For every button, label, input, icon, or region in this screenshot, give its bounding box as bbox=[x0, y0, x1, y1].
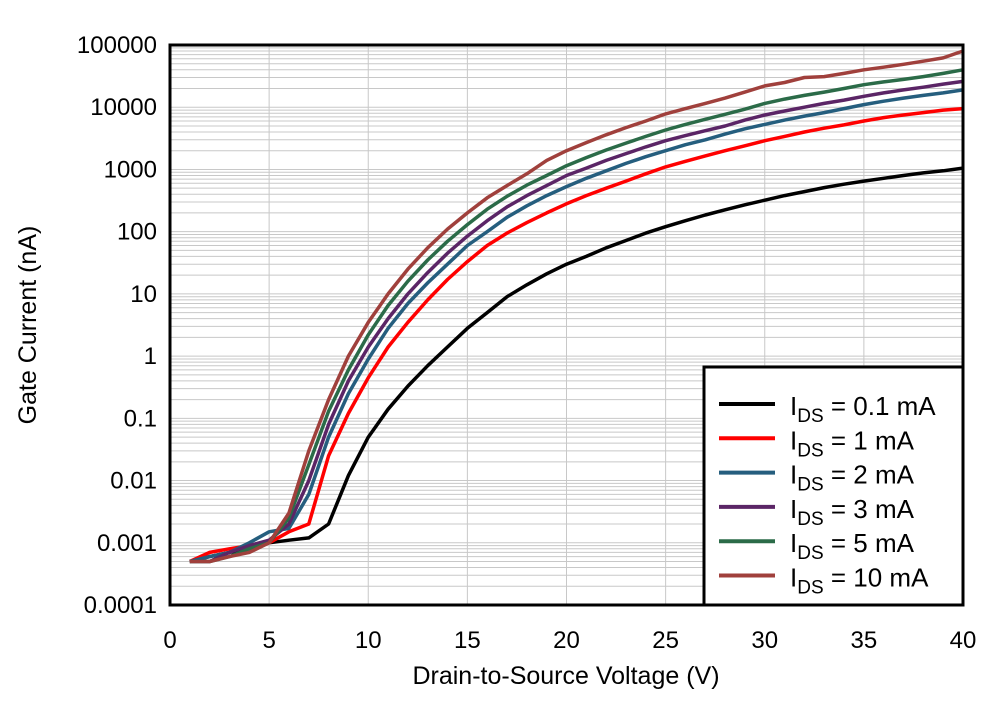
legend-entry: IDS = 0.1 mA bbox=[790, 391, 936, 427]
series-line-4 bbox=[189, 68, 964, 564]
y-tick-label: 1000 bbox=[104, 156, 157, 183]
x-tick-label: 40 bbox=[950, 627, 977, 654]
x-tick-label: 10 bbox=[355, 627, 382, 654]
series-line-5 bbox=[189, 49, 964, 564]
y-tick-label: 1 bbox=[144, 343, 157, 370]
y-tick-label: 10000 bbox=[90, 94, 157, 121]
legend-entry: IDS = 5 mA bbox=[790, 528, 915, 564]
y-tick-label: 0.01 bbox=[110, 468, 157, 495]
x-tick-label: 15 bbox=[454, 627, 481, 654]
x-tick-label: 0 bbox=[163, 627, 176, 654]
x-tick-label: 25 bbox=[652, 627, 679, 654]
x-tick-label: 30 bbox=[751, 627, 778, 654]
legend-entry: IDS = 10 mA bbox=[790, 563, 929, 599]
legend-entry: IDS = 3 mA bbox=[790, 494, 915, 530]
series-line-2 bbox=[189, 88, 964, 564]
y-axis-label: Gate Current (nA) bbox=[14, 226, 42, 425]
y-tick-label: 100 bbox=[117, 219, 157, 246]
legend-entry: IDS = 2 mA bbox=[790, 460, 915, 496]
plot-frame bbox=[168, 43, 965, 607]
series-lines bbox=[189, 49, 964, 564]
legend-box bbox=[702, 365, 965, 607]
x-axis-label: Drain-to-Source Voltage (V) bbox=[412, 662, 719, 690]
series-line-1 bbox=[189, 106, 964, 564]
x-tick-labels: 0 5 10 15 20 25 30 35 40 bbox=[163, 627, 976, 654]
x-tick-label: 35 bbox=[851, 627, 878, 654]
legend-entry: IDS = 1 mA bbox=[790, 425, 915, 461]
y-tick-label: 0.1 bbox=[124, 405, 157, 432]
y-tick-label: 0.0001 bbox=[84, 592, 157, 619]
series-line-0 bbox=[189, 166, 964, 564]
y-tick-label: 100000 bbox=[77, 32, 157, 59]
x-tick-label: 20 bbox=[553, 627, 580, 654]
x-tick-label: 5 bbox=[262, 627, 275, 654]
y-tick-label: 0.001 bbox=[97, 530, 157, 557]
y-tick-label: 10 bbox=[130, 281, 157, 308]
series-line-3 bbox=[189, 79, 964, 564]
y-tick-labels: 100000 10000 1000 100 10 1 0.1 0.01 0.001 0.0001 bbox=[77, 32, 157, 619]
